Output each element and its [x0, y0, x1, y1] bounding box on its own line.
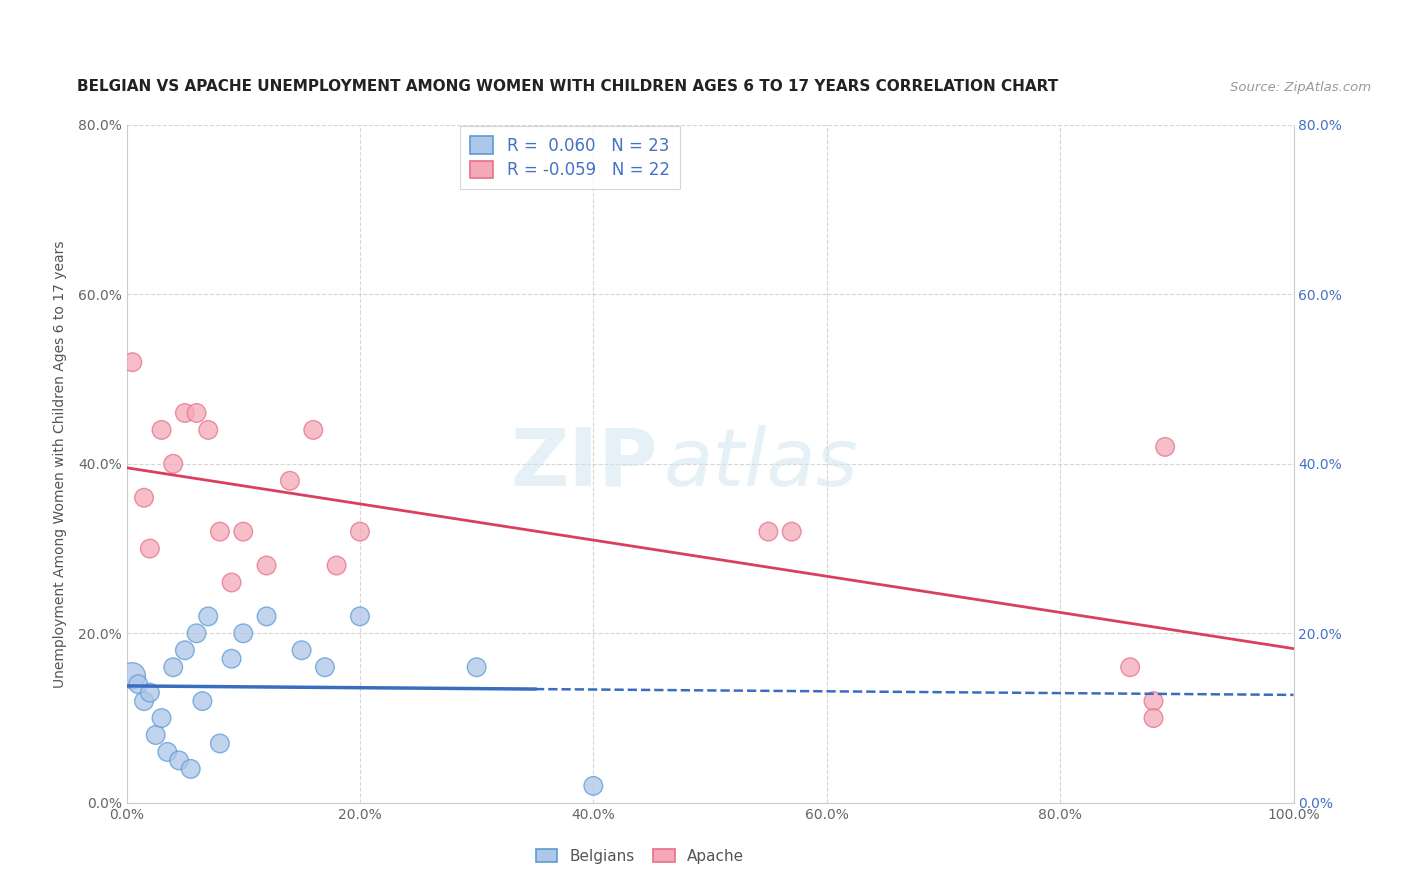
Point	[221, 651, 243, 665]
Point	[197, 423, 219, 437]
Point	[162, 457, 184, 471]
Point	[132, 694, 155, 708]
Point	[290, 643, 312, 657]
Text: BELGIAN VS APACHE UNEMPLOYMENT AMONG WOMEN WITH CHILDREN AGES 6 TO 17 YEARS CORR: BELGIAN VS APACHE UNEMPLOYMENT AMONG WOM…	[77, 78, 1059, 94]
Point	[191, 694, 214, 708]
Point	[780, 524, 803, 539]
Point	[197, 609, 219, 624]
Point	[174, 406, 197, 420]
Point	[349, 609, 371, 624]
Point	[221, 575, 243, 590]
Point	[139, 541, 162, 556]
Point	[1142, 694, 1164, 708]
Point	[150, 711, 173, 725]
Point	[232, 524, 254, 539]
Point	[349, 524, 371, 539]
Point	[150, 423, 173, 437]
Legend: Belgians, Apache: Belgians, Apache	[530, 842, 749, 870]
Point	[174, 643, 197, 657]
Point	[1154, 440, 1177, 454]
Point	[186, 406, 208, 420]
Y-axis label: Unemployment Among Women with Children Ages 6 to 17 years: Unemployment Among Women with Children A…	[52, 240, 66, 688]
Point	[121, 355, 143, 369]
Point	[1119, 660, 1142, 674]
Point	[314, 660, 336, 674]
Point	[208, 737, 231, 751]
Point	[232, 626, 254, 640]
Text: Source: ZipAtlas.com: Source: ZipAtlas.com	[1230, 80, 1371, 94]
Point	[208, 524, 231, 539]
Point	[121, 669, 143, 683]
Point	[145, 728, 167, 742]
Point	[180, 762, 202, 776]
Point	[132, 491, 155, 505]
Text: atlas: atlas	[664, 425, 858, 503]
Point	[256, 558, 278, 573]
Point	[756, 524, 779, 539]
Point	[302, 423, 325, 437]
Point	[256, 609, 278, 624]
Point	[582, 779, 605, 793]
Point	[156, 745, 179, 759]
Point	[465, 660, 488, 674]
Point	[186, 626, 208, 640]
Text: ZIP: ZIP	[510, 425, 658, 503]
Point	[127, 677, 149, 691]
Point	[167, 753, 190, 767]
Point	[278, 474, 301, 488]
Point	[139, 686, 162, 700]
Point	[162, 660, 184, 674]
Point	[325, 558, 347, 573]
Point	[1142, 711, 1164, 725]
